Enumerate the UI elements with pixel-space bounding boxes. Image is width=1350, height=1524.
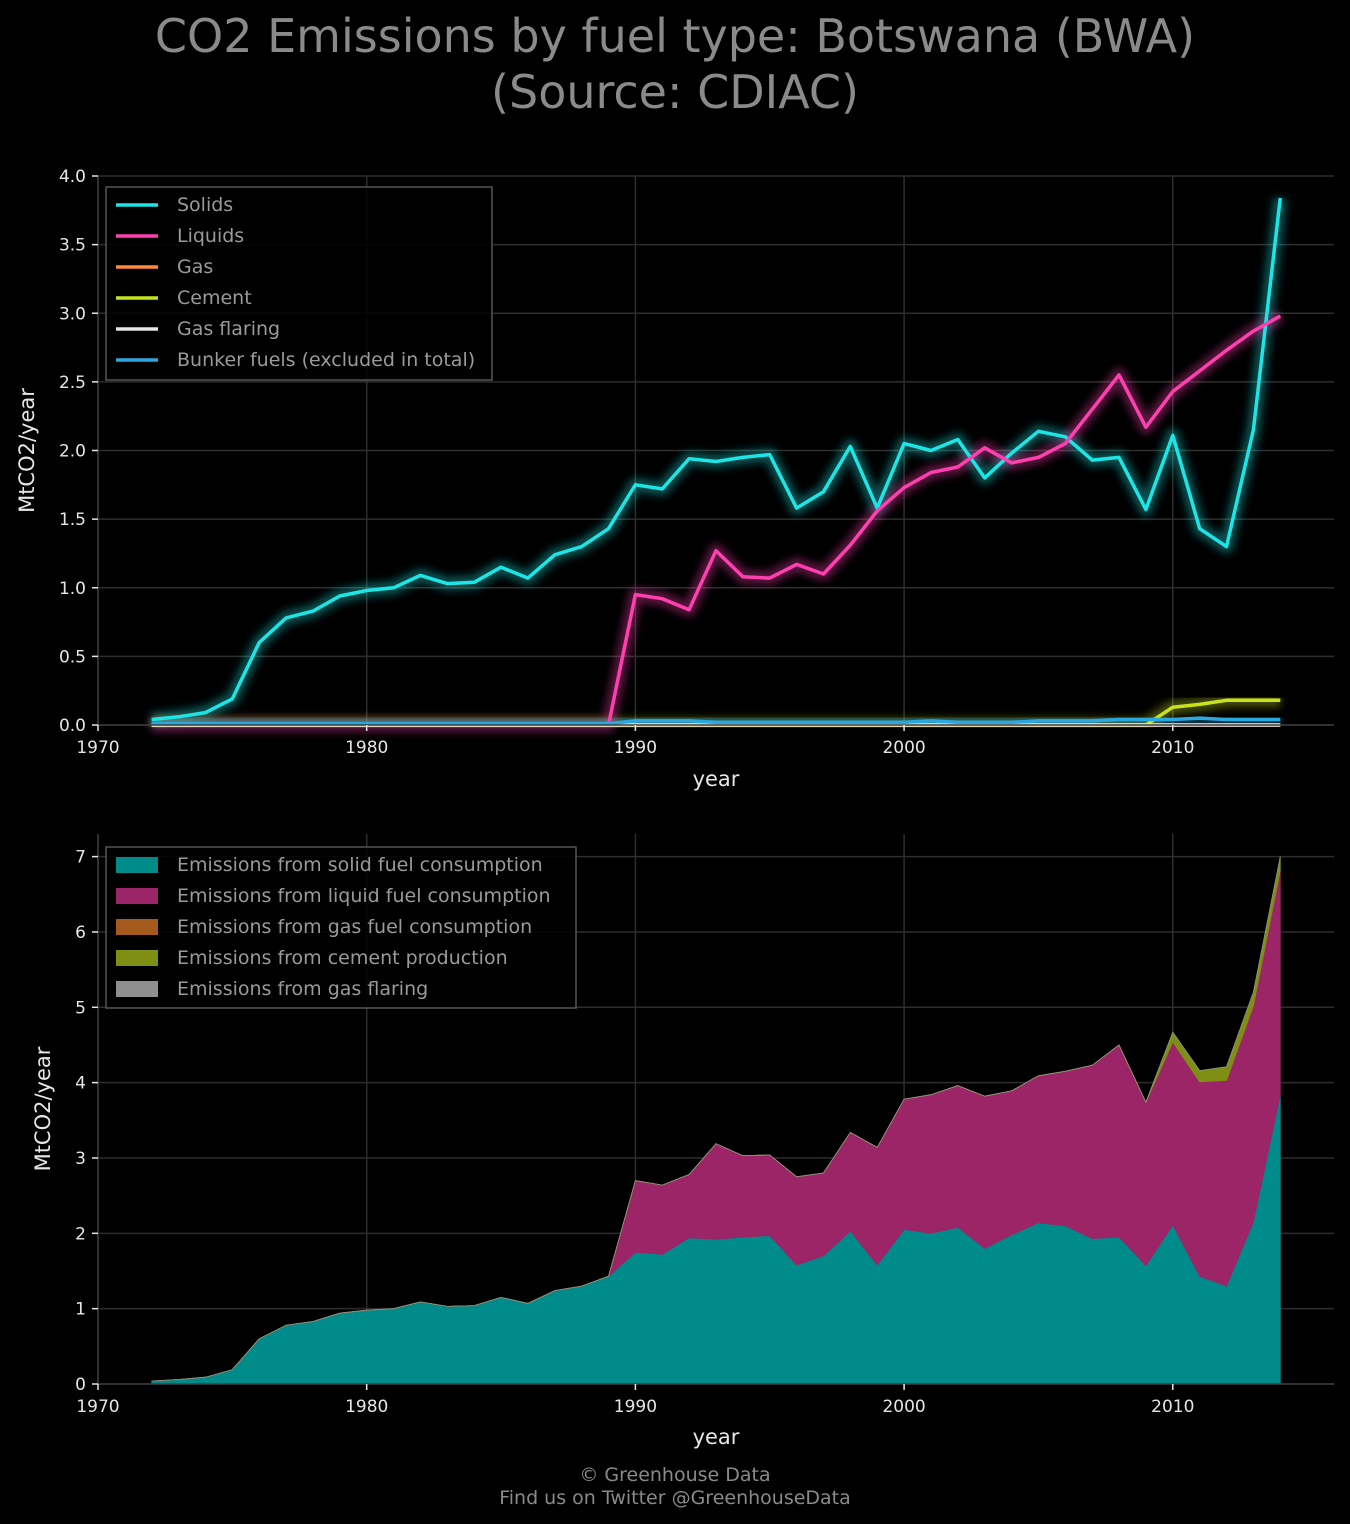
legend-label-gas: Gas <box>177 256 213 278</box>
x-tick-label: 1990 <box>614 1397 657 1417</box>
stacked-area-chart-panel: 1970 1980 1990 2000 2010 0 1 2 3 4 5 6 7 year MtCO2/ye… <box>31 834 1334 1449</box>
legend-label-emissions-from-gas-flaring: Emissions from gas flaring <box>177 978 428 1000</box>
x-tick-label: 1980 <box>345 1397 388 1417</box>
x-tick-label: 2000 <box>882 1397 925 1417</box>
line-chart-panel: 1970 1980 1990 2000 2010 0.0 0.5 1.0 1.5 2.0 2.5 3.… <box>15 167 1334 791</box>
footer-twitter: Find us on Twitter @GreenhouseData <box>499 1487 851 1509</box>
series-line-solids <box>151 197 1283 722</box>
legend: Emissions from solid fuel consumption Emi… <box>105 846 577 1009</box>
y-axis-title: MtCO2/year <box>15 388 39 513</box>
chart-title-line1: CO2 Emissions by fuel type: Botswana (BW… <box>154 9 1196 63</box>
y-tick-label: 3 <box>75 1149 86 1169</box>
y-tick-label: 3.0 <box>59 304 86 324</box>
legend-label-emissions-from-gas-fuel-consumption: Emissions from gas fuel consumption <box>177 916 532 938</box>
footer-copyright: © Greenhouse Data <box>579 1464 771 1486</box>
legend-swatch-emissions-from-gas-fuel-consumption <box>116 919 158 935</box>
x-tick-label: 1970 <box>76 738 119 758</box>
legend-label-liquids: Liquids <box>177 225 244 247</box>
legend-label-emissions-from-liquid-fuel-consumption: Emissions from liquid fuel consumption <box>177 885 551 907</box>
x-axis-title: year <box>693 1425 740 1449</box>
legend-swatch-emissions-from-gas-flaring <box>116 981 158 997</box>
legend-swatch-emissions-from-liquid-fuel-consumption <box>116 888 158 904</box>
y-tick-label: 4 <box>75 1074 86 1094</box>
chart-title: CO2 Emissions by fuel type: Botswana (BW… <box>0 8 1350 120</box>
y-tick-label: 5 <box>75 998 86 1018</box>
series-line-bunker-fuels-excluded-in-total <box>151 716 1281 726</box>
y-tick-label: 2.5 <box>59 373 86 393</box>
x-tick-label: 2010 <box>1151 1397 1194 1417</box>
y-tick-label: 3.5 <box>59 236 86 256</box>
y-tick-label: 1 <box>75 1300 86 1320</box>
y-tick-label: 2.0 <box>59 442 86 462</box>
x-tick-label: 1980 <box>345 738 388 758</box>
y-axis-title: MtCO2/year <box>31 1046 55 1171</box>
x-tick-label: 2000 <box>882 738 925 758</box>
legend-label-emissions-from-cement-production: Emissions from cement production <box>177 947 508 969</box>
legend-label-emissions-from-solid-fuel-consumption: Emissions from solid fuel consumption <box>177 854 543 876</box>
legend-frame <box>105 846 577 1009</box>
y-tick-label: 4.0 <box>59 167 86 187</box>
y-tick-label: 1.5 <box>59 510 86 530</box>
y-tick-label: 6 <box>75 923 86 943</box>
legend-label-cement: Cement <box>177 287 252 309</box>
legend-label-bunker-fuels-excluded-in-total: Bunker fuels (excluded in total) <box>177 349 475 371</box>
y-tick-label: 0.0 <box>59 716 86 736</box>
x-tick-label: 1990 <box>614 738 657 758</box>
x-tick-label: 2010 <box>1151 738 1194 758</box>
x-tick-label: 1970 <box>76 1397 119 1417</box>
footer: © Greenhouse Data Find us on Twitter @Gr… <box>0 1464 1350 1510</box>
legend-label-solids: Solids <box>177 194 233 216</box>
y-tick-label: 0 <box>75 1375 86 1395</box>
x-axis-title: year <box>693 767 740 791</box>
legend: Solids Liquids Gas Cement Gas flaring Bunker … <box>105 186 493 381</box>
legend-frame <box>105 186 493 381</box>
legend-swatch-emissions-from-cement-production <box>116 950 158 966</box>
y-tick-label: 0.5 <box>59 647 86 667</box>
y-tick-label: 2 <box>75 1224 86 1244</box>
chart-title-line2: (Source: CDIAC) <box>491 65 859 119</box>
legend-label-gas-flaring: Gas flaring <box>177 318 280 340</box>
y-tick-label: 7 <box>75 848 86 868</box>
series-area-emissions-from-gas-flaring <box>151 856 1281 1382</box>
legend-swatch-emissions-from-solid-fuel-consumption <box>116 857 158 873</box>
y-tick-label: 1.0 <box>59 579 86 599</box>
